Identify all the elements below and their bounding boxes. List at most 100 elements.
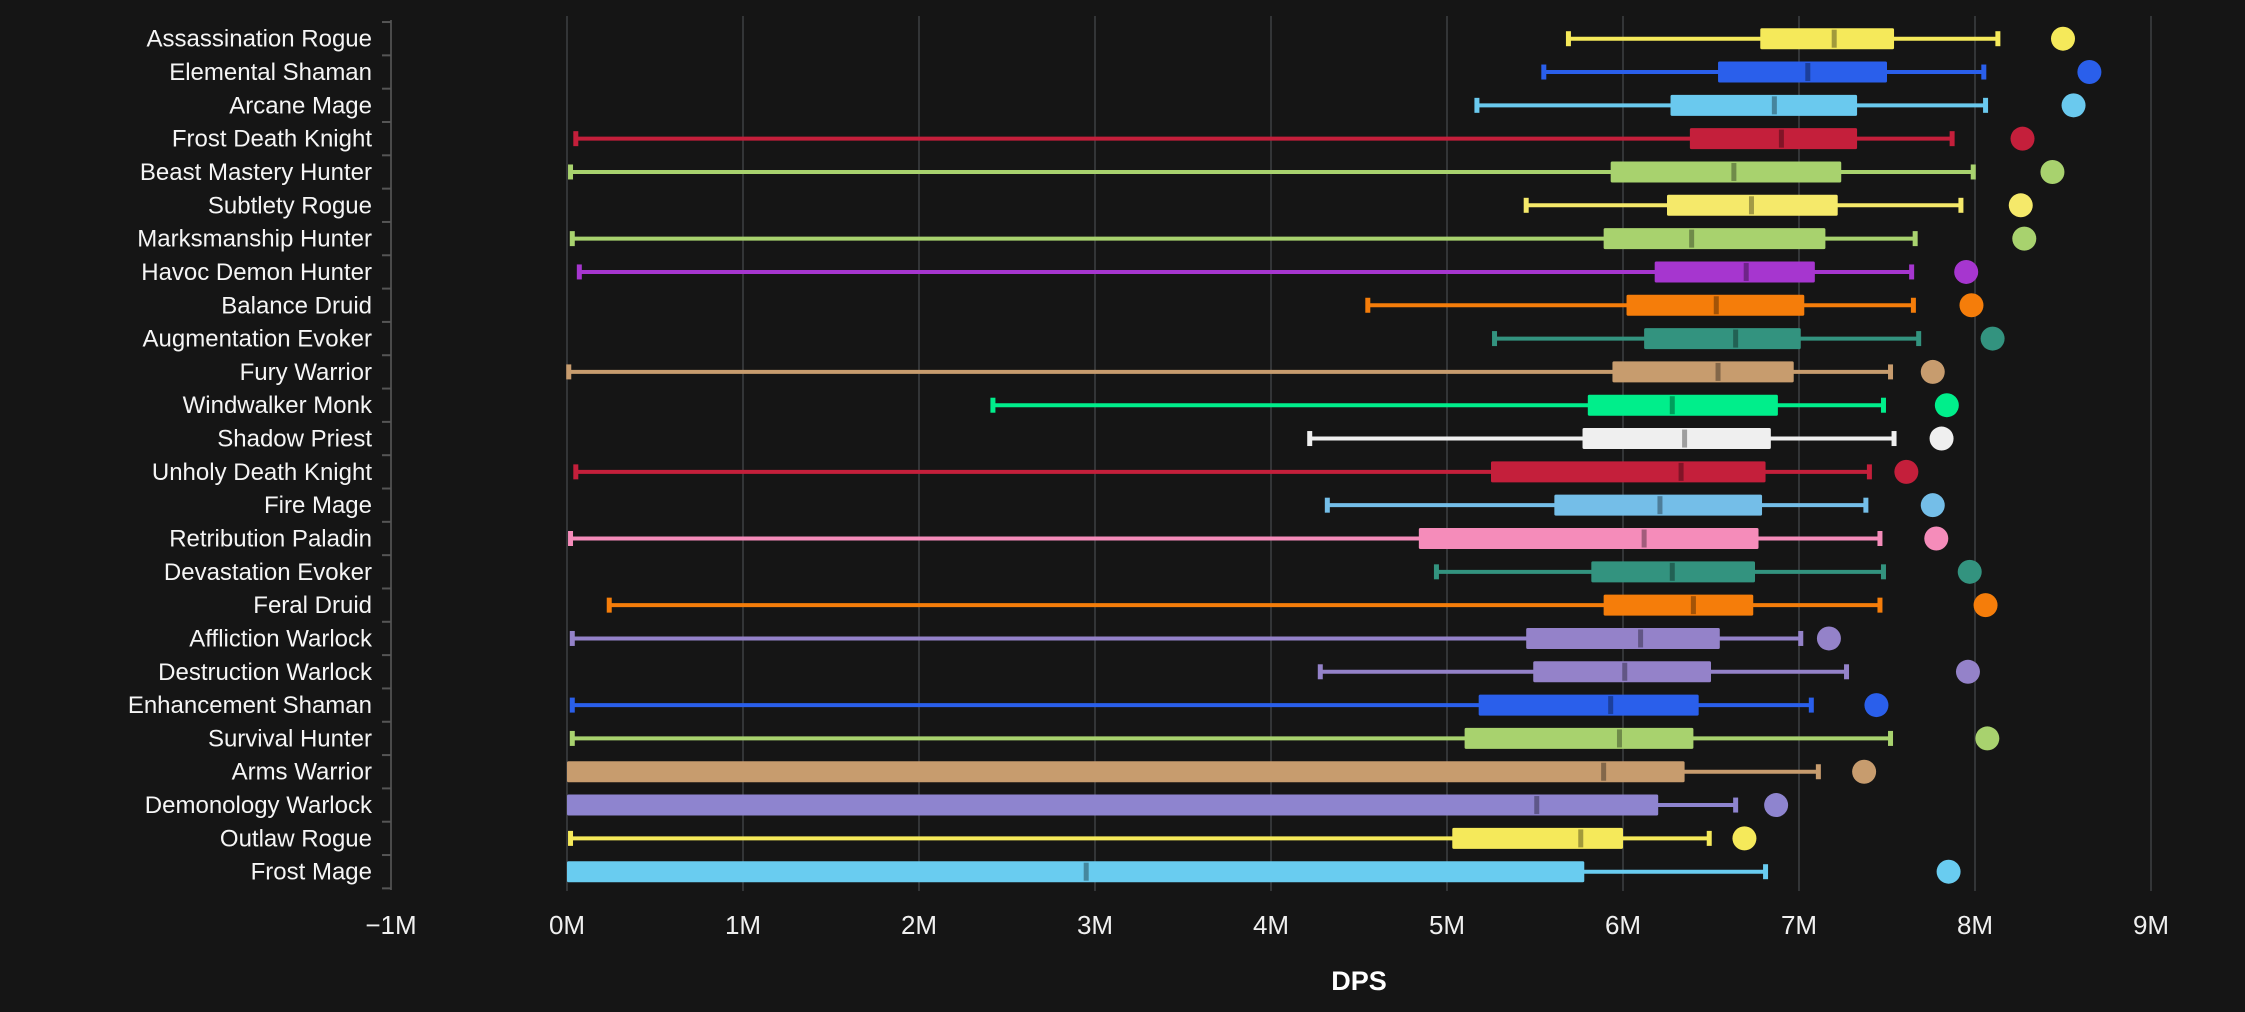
box-rect[interactable] (1582, 428, 1771, 450)
max-point-dot[interactable] (2040, 159, 2065, 184)
max-point-dot[interactable] (1894, 459, 1919, 484)
x-tick-label: 8M (1957, 910, 1993, 940)
box-rect[interactable] (567, 794, 1659, 816)
box-rect[interactable] (1533, 661, 1711, 683)
x-tick-label: 5M (1429, 910, 1465, 940)
max-point-dot[interactable] (1975, 726, 2000, 751)
max-point-dot[interactable] (1955, 659, 1980, 684)
median-line[interactable] (1689, 229, 1695, 248)
median-line[interactable] (1669, 562, 1675, 581)
box-rect[interactable] (1587, 394, 1778, 416)
row-label: Affliction Warlock (189, 625, 373, 652)
median-line[interactable] (1578, 829, 1584, 848)
row-label: Frost Death Knight (172, 126, 372, 153)
median-line[interactable] (1778, 129, 1784, 148)
median-line[interactable] (1669, 396, 1675, 415)
median-line[interactable] (1638, 629, 1644, 648)
box-rect[interactable] (1464, 727, 1694, 749)
max-point-dot[interactable] (1957, 559, 1982, 584)
median-line[interactable] (1831, 29, 1837, 48)
median-line[interactable] (1771, 96, 1777, 115)
box-rect[interactable] (1452, 827, 1623, 849)
row-label: Demonology Warlock (145, 792, 373, 819)
max-point-dot[interactable] (2051, 26, 2075, 51)
box-rect[interactable] (1603, 228, 1826, 250)
max-point-dot[interactable] (2012, 226, 2037, 251)
box-rect[interactable] (1610, 161, 1842, 183)
median-line[interactable] (1805, 63, 1811, 82)
max-point-dot[interactable] (1929, 426, 1954, 451)
x-tick-label: 7M (1781, 910, 1817, 940)
box-rect[interactable] (1689, 128, 1858, 150)
median-line[interactable] (1713, 296, 1719, 315)
row-label: Shadow Priest (217, 426, 372, 453)
max-point-dot[interactable] (1954, 259, 1979, 284)
row-label: Enhancement Shaman (128, 692, 372, 719)
max-point-dot[interactable] (1973, 593, 1998, 618)
box-rect[interactable] (1612, 361, 1794, 383)
median-line[interactable] (1748, 196, 1754, 215)
median-line[interactable] (1657, 496, 1663, 515)
max-point-dot[interactable] (1864, 693, 1889, 718)
box-rect[interactable] (1478, 694, 1699, 716)
max-point-dot[interactable] (2008, 193, 2033, 218)
row-label: Beast Mastery Hunter (140, 159, 372, 186)
median-line[interactable] (1601, 762, 1607, 781)
median-line[interactable] (1083, 862, 1089, 881)
median-line[interactable] (1731, 162, 1737, 181)
x-tick-label: 4M (1253, 910, 1289, 940)
box-rect[interactable] (1491, 461, 1766, 483)
median-line[interactable] (1743, 262, 1749, 281)
box-rect[interactable] (1644, 328, 1801, 350)
x-tick-label: 1M (725, 910, 761, 940)
max-point-dot[interactable] (1920, 359, 1945, 384)
max-point-dot[interactable] (1920, 493, 1945, 518)
median-line[interactable] (1534, 796, 1540, 815)
median-line[interactable] (1622, 662, 1628, 681)
x-axis-title: DPS (1331, 966, 1387, 996)
x-tick-label: 6M (1605, 910, 1641, 940)
median-line[interactable] (1682, 429, 1688, 448)
max-point-dot[interactable] (1934, 393, 1959, 418)
row-label: Feral Druid (253, 592, 372, 619)
max-point-dot[interactable] (1732, 826, 1757, 851)
box-rect[interactable] (1760, 28, 1895, 50)
box-rect[interactable] (1418, 528, 1759, 549)
row-label: Arms Warrior (232, 759, 372, 786)
max-point-dot[interactable] (1924, 526, 1949, 551)
max-point-dot[interactable] (2010, 126, 2035, 151)
max-point-dot[interactable] (1980, 326, 2005, 351)
median-line[interactable] (1690, 596, 1696, 615)
max-point-dot[interactable] (1764, 793, 1789, 818)
median-line[interactable] (1608, 696, 1614, 715)
row-label: Subtlety Rogue (208, 192, 372, 219)
max-point-dot[interactable] (1936, 859, 1961, 884)
box-rect[interactable] (1654, 261, 1815, 283)
max-point-dot[interactable] (1816, 626, 1841, 651)
x-tick-label: 2M (901, 910, 937, 940)
row-label: Destruction Warlock (158, 659, 373, 686)
row-label: Fire Mage (264, 492, 372, 519)
median-line[interactable] (1678, 462, 1684, 481)
row-label: Assassination Rogue (147, 26, 372, 53)
max-point-dot[interactable] (1959, 293, 1984, 318)
median-line[interactable] (1641, 529, 1647, 548)
row-label: Marksmanship Hunter (137, 226, 372, 253)
max-point-dot[interactable] (2061, 93, 2086, 118)
max-point-dot[interactable] (2077, 60, 2102, 85)
x-tick-label: −1M (365, 910, 416, 940)
box-rect[interactable] (1670, 94, 1858, 116)
max-point-dot[interactable] (1852, 759, 1877, 784)
median-line[interactable] (1616, 729, 1622, 748)
box-rect[interactable] (1718, 61, 1887, 83)
box-rect[interactable] (1526, 627, 1720, 649)
box-rect[interactable] (567, 761, 1685, 783)
row-label: Frost Mage (251, 859, 372, 886)
row-label: Devastation Evoker (164, 559, 372, 586)
row-label: Elemental Shaman (169, 59, 372, 86)
box-rect[interactable] (567, 861, 1585, 883)
box-rect[interactable] (1603, 594, 1754, 616)
median-line[interactable] (1733, 329, 1739, 348)
median-line[interactable] (1715, 362, 1721, 381)
